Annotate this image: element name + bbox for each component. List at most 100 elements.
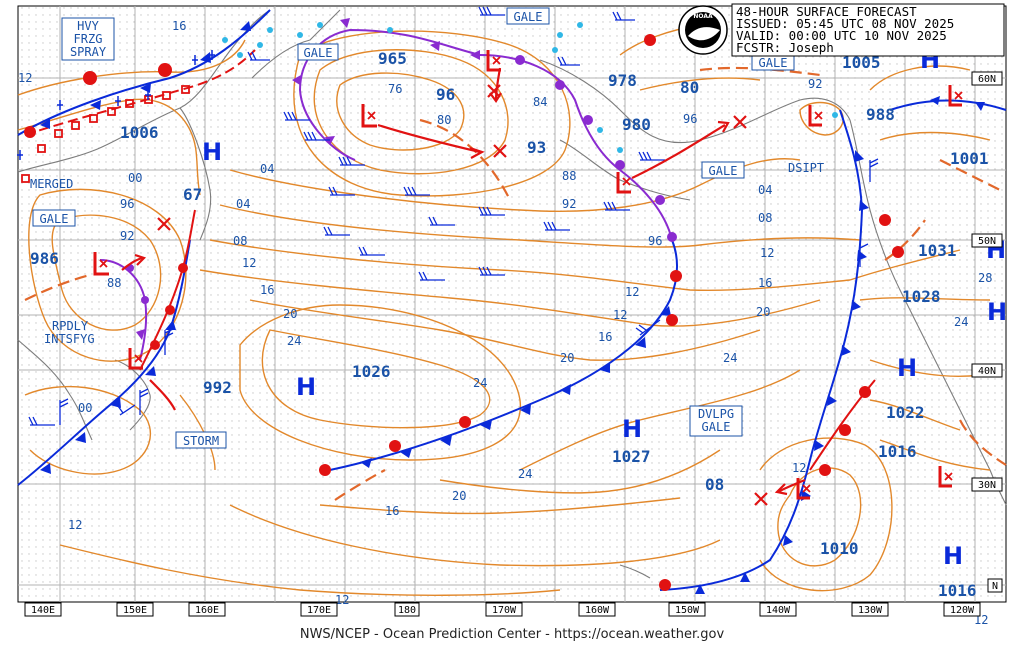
pressure-value: 08 [705, 475, 724, 494]
svg-text:16: 16 [598, 330, 612, 344]
pressure-value: 80 [680, 78, 699, 97]
past-positions [157, 84, 768, 506]
svg-text:96: 96 [120, 197, 134, 211]
svg-text:12: 12 [68, 518, 82, 532]
svg-text:16: 16 [758, 276, 772, 290]
pressure-value: 1005 [842, 53, 881, 72]
svg-text:24: 24 [518, 467, 532, 481]
warning-text: GALE [759, 56, 788, 70]
low-icon [128, 348, 143, 370]
pressure-values: 1026 1027 1028 1022 1016 1001 1005 1016 … [30, 49, 989, 600]
svg-text:12: 12 [625, 285, 639, 299]
svg-text:150W: 150W [675, 605, 700, 616]
high-icon: H [202, 138, 222, 166]
svg-text:180: 180 [398, 605, 416, 616]
warning-text: GALE [40, 212, 69, 226]
status-text: MERGED [30, 177, 73, 191]
svg-text:96: 96 [648, 234, 662, 248]
svg-text:92: 92 [808, 77, 822, 91]
warning-text: GALE [514, 10, 543, 24]
svg-text:16: 16 [172, 19, 186, 33]
warning-text: SPRAY [70, 45, 107, 59]
pressure-value: 986 [30, 249, 59, 268]
status-text: RPDLY [52, 319, 89, 333]
svg-text:170E: 170E [307, 605, 331, 616]
svg-text:12: 12 [242, 256, 256, 270]
isobars [17, 24, 991, 596]
svg-text:12: 12 [760, 246, 774, 260]
storm-tracks [121, 67, 806, 496]
stationary-northeast [889, 99, 1007, 111]
svg-text:12: 12 [18, 71, 32, 85]
low-symbols [93, 50, 962, 500]
high-icon: H [943, 542, 963, 570]
low-icon [938, 466, 952, 488]
valid-time: VALID: 00:00 UTC 10 NOV 2025 [736, 28, 947, 43]
freezing-spray-row [21, 85, 190, 183]
forecast-header: 48-HOUR SURFACE FORECAST ISSUED: 05:45 U… [731, 3, 1005, 57]
pressure-value: 992 [203, 378, 232, 397]
svg-text:24: 24 [287, 334, 301, 348]
pressure-value: 965 [378, 49, 407, 68]
pressure-value: 96 [436, 85, 455, 104]
svg-text:30N: 30N [978, 480, 996, 491]
pressure-value: 1016 [878, 442, 917, 461]
svg-text:12: 12 [335, 593, 349, 607]
svg-text:88: 88 [562, 169, 576, 183]
status-text: INTSFYG [44, 332, 95, 346]
svg-text:16: 16 [385, 504, 399, 518]
high-icon: H [987, 298, 1007, 326]
svg-text:140E: 140E [31, 605, 55, 616]
svg-text:00: 00 [78, 401, 92, 415]
high-icon: H [897, 354, 917, 382]
svg-text:08: 08 [233, 234, 247, 248]
cold-front-east [659, 109, 864, 591]
wind-barbs [28, 6, 879, 426]
warning-text: GALE [304, 46, 333, 60]
svg-text:24: 24 [954, 315, 968, 329]
high-icon: H [296, 373, 316, 401]
trough-east [884, 219, 926, 261]
noaa-logo: NOAA [678, 5, 728, 55]
latitude-labels: 60N 50N 40N 30N N [971, 71, 1003, 593]
low-icon [796, 478, 810, 500]
svg-text:92: 92 [120, 229, 134, 243]
svg-text:04: 04 [236, 197, 250, 211]
status-text: DSIPT [788, 161, 824, 175]
warning-text: HVY [77, 19, 99, 33]
svg-text:N: N [992, 581, 998, 592]
low-icon [808, 105, 822, 127]
warning-text: FRZG [74, 32, 103, 46]
ice-symbols [222, 17, 838, 153]
svg-text:84: 84 [533, 95, 547, 109]
pressure-value: 1027 [612, 447, 651, 466]
svg-text:00: 00 [128, 171, 142, 185]
svg-text:60N: 60N [978, 74, 996, 85]
svg-text:76: 76 [388, 82, 402, 96]
warning-labels: HVY FRZG SPRAY GALE GALE GALE GALE GALE … [30, 7, 824, 449]
svg-text:80: 80 [437, 113, 451, 127]
svg-text:50N: 50N [978, 236, 996, 247]
pressure-value: 1001 [950, 149, 989, 168]
low-icon [93, 252, 109, 276]
issued-time: ISSUED: 05:45 UTC 08 NOV 2025 [736, 16, 954, 31]
svg-text:130W: 130W [858, 605, 883, 616]
pressure-value: 988 [866, 105, 895, 124]
svg-text:12: 12 [613, 308, 627, 322]
low-icon [616, 172, 631, 194]
pressure-value: 1031 [918, 241, 957, 260]
high-icon: H [622, 415, 642, 443]
low-icon [361, 104, 377, 128]
warning-text: STORM [183, 434, 219, 448]
svg-text:140W: 140W [766, 605, 791, 616]
pressure-value: 1026 [352, 362, 391, 381]
forecast-title: 48-HOUR SURFACE FORECAST [736, 4, 917, 19]
svg-text:150E: 150E [123, 605, 147, 616]
pressure-value: 67 [183, 185, 202, 204]
svg-text:160W: 160W [585, 605, 610, 616]
svg-text:40N: 40N [978, 366, 996, 377]
svg-text:08: 08 [758, 211, 772, 225]
svg-text:20: 20 [283, 307, 297, 321]
pressure-value: 1006 [120, 123, 159, 142]
